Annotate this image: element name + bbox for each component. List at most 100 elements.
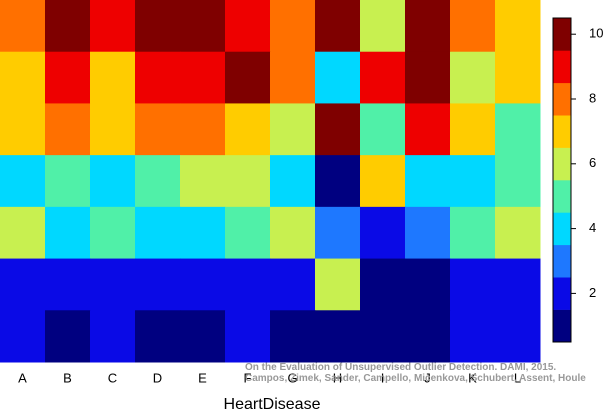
- heatmap-cell: [90, 103, 136, 156]
- heatmap-cell: [225, 206, 271, 260]
- heatmap-cell: [405, 51, 451, 104]
- colorbar-swatch: [553, 277, 571, 310]
- heatmap-cell: [135, 310, 181, 363]
- heatmap-cell: [180, 103, 226, 156]
- heatmap-cell: [450, 206, 496, 260]
- colorbar-swatch: [553, 212, 571, 246]
- heatmap-cell: [270, 0, 316, 53]
- heatmap-cell: [0, 0, 46, 53]
- heatmap-cell: [360, 51, 406, 104]
- heatmap-cell: [315, 206, 361, 260]
- colorbar-swatch: [553, 147, 571, 181]
- x-tick-label: L: [514, 370, 521, 385]
- heatmap-cell: [270, 155, 316, 208]
- heatmap-cell: [360, 155, 406, 208]
- x-tick-label: C: [108, 370, 117, 385]
- heatmap-cell: [225, 310, 271, 363]
- heatmap-cell: [90, 310, 136, 363]
- heatmap-cell: [360, 103, 406, 156]
- heatmap-cell: [450, 258, 496, 311]
- source-note: On the Evaluation of Unsupervised Outlie…: [245, 362, 556, 373]
- heatmap-cell: [495, 310, 541, 363]
- heatmap-cell: [135, 206, 181, 260]
- heatmap-cell: [0, 51, 46, 104]
- x-tick-label: A: [18, 370, 27, 385]
- heatmap-cell: [180, 51, 226, 104]
- heatmap-cell: [360, 0, 406, 53]
- x-tick-label: D: [153, 370, 162, 385]
- heatmap-cell: [270, 310, 316, 363]
- colorbar-tick-label: 4: [589, 220, 596, 235]
- x-tick-label: J: [424, 370, 431, 385]
- colorbar-swatch: [553, 309, 571, 343]
- heatmap-cell: [405, 310, 451, 363]
- x-tick-label: F: [244, 370, 252, 385]
- x-tick-label: K: [468, 370, 477, 385]
- heatmap-cell: [270, 258, 316, 311]
- heatmap-cell: [450, 0, 496, 53]
- heatmap-cell: [270, 206, 316, 260]
- heatmap-cell: [315, 103, 361, 156]
- heatmap-cell: [450, 310, 496, 363]
- heatmap-cell: [360, 206, 406, 260]
- heatmap-cell: [45, 0, 91, 53]
- colorbar-swatch: [553, 82, 571, 116]
- heatmap-cell: [225, 103, 271, 156]
- colorbar-swatch: [553, 244, 571, 278]
- heatmap-cell: [0, 103, 46, 156]
- heatmap-cell: [225, 155, 271, 208]
- heatmap-cell: [45, 310, 91, 363]
- heatmap-cell: [45, 51, 91, 104]
- heatmap-cell: [225, 0, 271, 53]
- colorbar-swatch: [553, 180, 571, 213]
- heatmap-cell: [180, 310, 226, 363]
- heatmap-cell: [270, 51, 316, 104]
- heatmap-cell: [135, 51, 181, 104]
- heatmap-cell: [495, 0, 541, 53]
- heatmap-cell: [0, 155, 46, 208]
- heatmap-cell: [270, 103, 316, 156]
- heatmap-cell: [90, 51, 136, 104]
- heatmap-cell: [45, 155, 91, 208]
- heatmap-cell: [0, 310, 46, 363]
- heatmap-cell: [450, 155, 496, 208]
- heatmap-cell: [450, 51, 496, 104]
- heatmap-cell: [315, 258, 361, 311]
- heatmap-cell: [315, 310, 361, 363]
- heatmap-cell: [0, 258, 46, 311]
- x-tick-label: G: [287, 370, 297, 385]
- heatmap-cell: [315, 155, 361, 208]
- heatmap-cell: [135, 0, 181, 53]
- heatmap-cell: [135, 258, 181, 311]
- x-tick-label: H: [333, 370, 342, 385]
- colorbar-tick-label: 2: [589, 285, 596, 300]
- source-note: Campos, Zimek, Sander, Campello, Micenko…: [245, 373, 586, 384]
- heatmap-cell: [45, 103, 91, 156]
- heatmap-cell: [495, 155, 541, 208]
- heatmap-cell: [405, 206, 451, 260]
- heatmap-cell: [495, 51, 541, 104]
- heatmap-cell: [180, 0, 226, 53]
- heatmap-cell: [495, 258, 541, 311]
- colorbar-swatch: [553, 50, 571, 84]
- heatmap-cell: [315, 51, 361, 104]
- heatmap-cell: [495, 206, 541, 260]
- heatmap-cell: [225, 51, 271, 104]
- x-tick-label: I: [381, 370, 385, 385]
- x-tick-label: B: [63, 370, 72, 385]
- heatmap-cell: [405, 103, 451, 156]
- colorbar-swatch: [553, 115, 571, 148]
- heatmap-cell: [405, 258, 451, 311]
- heatmap-cell: [90, 0, 136, 53]
- x-tick-label: E: [198, 370, 207, 385]
- heatmap-cell: [180, 206, 226, 260]
- heatmap-cell: [405, 0, 451, 53]
- colorbar-swatch: [553, 18, 571, 51]
- heatmap-cell: [360, 258, 406, 311]
- heatmap-cell: [180, 258, 226, 311]
- colorbar-frame: [552, 17, 572, 343]
- colorbar-tick-label: 10: [589, 26, 603, 41]
- heatmap-cell: [180, 155, 226, 208]
- heatmap-cell: [0, 206, 46, 260]
